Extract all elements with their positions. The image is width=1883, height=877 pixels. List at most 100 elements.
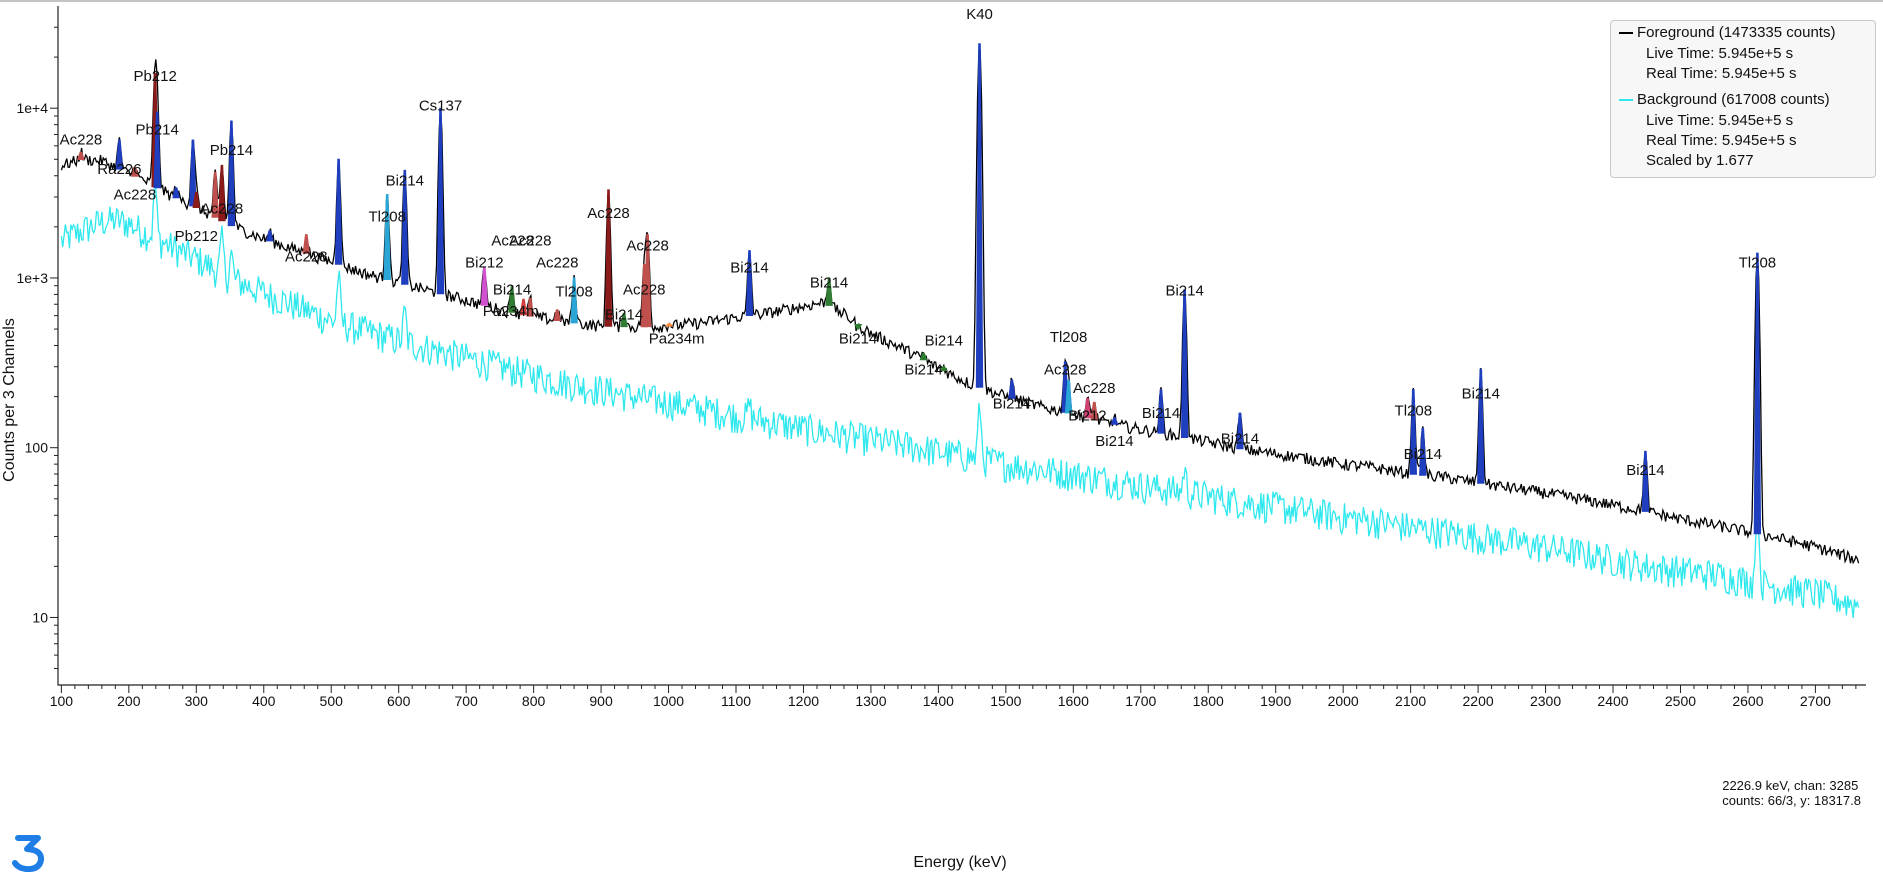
peak-label[interactable]: Bi212: [1068, 407, 1106, 424]
peak-label[interactable]: Bi214: [1165, 282, 1203, 299]
peak-label[interactable]: Ac228: [1073, 380, 1116, 397]
peak-label[interactable]: Pb214: [210, 142, 253, 159]
peak-marker[interactable]: [1180, 289, 1189, 438]
peak-label[interactable]: Pb214: [135, 121, 178, 138]
peak-marker[interactable]: [77, 151, 85, 160]
peak-label[interactable]: Pa234m: [649, 331, 705, 348]
peak-marker[interactable]: [1083, 398, 1092, 419]
peak-marker[interactable]: [172, 187, 180, 199]
peak-marker[interactable]: [604, 189, 613, 327]
peak-marker[interactable]: [643, 234, 652, 328]
peak-marker[interactable]: [1157, 389, 1165, 434]
peak-label[interactable]: Tl208: [1395, 402, 1433, 419]
peak-marker[interactable]: [620, 312, 628, 328]
peak-label[interactable]: Ac228: [1044, 361, 1087, 378]
peak-marker[interactable]: [131, 166, 139, 177]
peak-label[interactable]: Ac228: [491, 233, 534, 250]
peak-marker[interactable]: [570, 277, 578, 324]
peak-label[interactable]: Bi214: [1142, 405, 1180, 422]
peak-label[interactable]: Ac228: [509, 233, 552, 250]
legend-foreground-entry[interactable]: Foreground (1473335 counts): [1619, 24, 1835, 41]
peak-marker[interactable]: [1409, 389, 1418, 475]
peak-marker[interactable]: [1477, 368, 1485, 484]
x-tick-label: 2000: [1328, 693, 1359, 709]
peak-marker[interactable]: [302, 234, 311, 254]
peak-marker[interactable]: [1008, 379, 1016, 399]
peak-marker[interactable]: [745, 250, 754, 316]
peak-marker[interactable]: [919, 352, 928, 361]
peak-marker[interactable]: [854, 324, 863, 330]
peak-marker[interactable]: [1236, 412, 1244, 450]
legend-background-scale: Scaled by 1.677: [1646, 152, 1754, 169]
peak-label[interactable]: Bi214: [1404, 446, 1442, 463]
legend-background-entry[interactable]: Background (617008 counts): [1619, 91, 1830, 108]
peak-label[interactable]: Bi214: [1095, 433, 1133, 450]
peak-label[interactable]: Bi214: [1462, 385, 1500, 402]
peak-marker[interactable]: [211, 171, 219, 218]
peak-label[interactable]: Ac228: [201, 200, 244, 217]
legend[interactable]: Foreground (1473335 counts) Live Time: 5…: [1610, 20, 1876, 178]
peak-label[interactable]: Bi214: [493, 281, 531, 298]
peak-marker[interactable]: [1090, 401, 1098, 420]
peak-label[interactable]: Bi214: [1221, 430, 1259, 447]
peak-marker[interactable]: [975, 43, 984, 388]
peak-marker[interactable]: [227, 120, 236, 227]
peak-label[interactable]: Tl208: [1050, 329, 1088, 346]
peak-marker[interactable]: [1641, 451, 1650, 512]
peak-marker[interactable]: [401, 169, 409, 285]
legend-background-live: Live Time: 5.945e+5 s: [1646, 112, 1794, 129]
peak-label[interactable]: Ac228: [114, 186, 157, 203]
peak-marker[interactable]: [664, 322, 674, 327]
peak-marker[interactable]: [115, 139, 124, 170]
peak-marker[interactable]: [939, 366, 948, 372]
peak-label[interactable]: Pb212: [175, 228, 218, 245]
legend-foreground-label: Foreground (1473335 counts): [1637, 24, 1836, 41]
peak-label[interactable]: Bi212: [465, 255, 503, 272]
peak-label[interactable]: Tl208: [555, 283, 593, 300]
cursor-readout: 2226.9 keV, chan: 3285 counts: 66/3, y: …: [1722, 778, 1861, 808]
peak-marker[interactable]: [218, 164, 226, 222]
peak-label[interactable]: K40: [966, 6, 993, 23]
peak-label[interactable]: Bi214: [386, 173, 424, 190]
peak-label[interactable]: Ac228: [623, 281, 666, 298]
peak-marker[interactable]: [1064, 379, 1073, 414]
peak-marker[interactable]: [334, 158, 343, 265]
peak-marker[interactable]: [1419, 427, 1427, 476]
legend-foreground-real: Real Time: 5.945e+5 s: [1646, 65, 1797, 82]
peak-marker[interactable]: [383, 194, 391, 280]
peak-label[interactable]: Ac228: [626, 238, 669, 255]
peak-label[interactable]: Bi214: [730, 259, 768, 276]
peak-label[interactable]: Cs137: [419, 97, 462, 114]
peak-label[interactable]: Tl208: [368, 209, 406, 226]
peak-label[interactable]: Bi214: [839, 331, 877, 348]
peak-label[interactable]: Ac228: [587, 205, 630, 222]
peak-marker[interactable]: [825, 277, 833, 306]
peak-marker[interactable]: [553, 309, 562, 321]
peak-label[interactable]: Bi214: [605, 306, 643, 323]
peak-label[interactable]: Bi214: [904, 361, 942, 378]
peak-label[interactable]: Pa234m: [483, 303, 539, 320]
peak-marker[interactable]: [1753, 252, 1762, 535]
peak-marker[interactable]: [480, 267, 489, 306]
peak-marker[interactable]: [508, 285, 516, 313]
peak-marker[interactable]: [519, 298, 528, 316]
peak-marker[interactable]: [192, 191, 201, 208]
x-tick-label: 500: [320, 693, 344, 709]
peak-label[interactable]: Ra226: [97, 161, 141, 178]
peak-label[interactable]: Ac228: [60, 132, 103, 149]
peak-label[interactable]: Ac228: [536, 255, 579, 272]
peak-label[interactable]: Pb212: [133, 68, 176, 85]
peak-marker[interactable]: [1110, 417, 1119, 425]
peak-label[interactable]: Bi214: [810, 274, 848, 291]
peak-label[interactable]: Ac228: [285, 248, 328, 265]
peak-marker[interactable]: [436, 107, 445, 295]
peak-marker[interactable]: [526, 297, 534, 317]
peak-marker[interactable]: [153, 111, 161, 189]
peak-label[interactable]: Bi214: [993, 396, 1031, 413]
peak-label[interactable]: Tl208: [1739, 255, 1777, 272]
peak-marker[interactable]: [265, 230, 274, 242]
background-series-line: [60, 187, 1860, 618]
peak-label[interactable]: Bi214: [1626, 462, 1664, 479]
peak-label[interactable]: Bi214: [925, 333, 963, 350]
